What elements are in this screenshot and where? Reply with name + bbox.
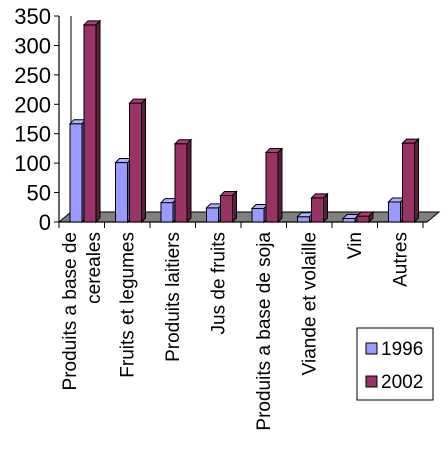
bars bbox=[68, 19, 420, 224]
bar-front bbox=[402, 142, 415, 223]
category-label: Produits laitiers bbox=[163, 232, 184, 362]
category-label: cereales bbox=[84, 232, 105, 304]
bar-side bbox=[232, 190, 237, 224]
legend-box bbox=[356, 327, 434, 401]
bar-front bbox=[342, 217, 356, 223]
bar bbox=[128, 97, 147, 224]
category-labels: Produits a base de cereales Fruits et legu… bbox=[60, 232, 412, 431]
bar-side bbox=[414, 137, 419, 224]
bar-front bbox=[297, 216, 310, 223]
legend-swatch bbox=[365, 342, 378, 355]
axes: 0 50 100 150 200 250 300 350 bbox=[14, 4, 427, 235]
bar bbox=[310, 192, 329, 224]
bar-front bbox=[69, 123, 83, 223]
bar bbox=[219, 190, 238, 224]
category-label: Autres bbox=[390, 232, 411, 287]
bar bbox=[173, 138, 193, 224]
y-tick-label: 300 bbox=[14, 33, 51, 58]
bar-side bbox=[277, 147, 283, 224]
bar bbox=[82, 19, 102, 224]
bar bbox=[264, 147, 284, 224]
category-label: Produits a base de bbox=[60, 232, 81, 390]
category-label: Jus de fruits bbox=[208, 232, 229, 334]
bar-front bbox=[388, 201, 401, 223]
bar bbox=[250, 203, 270, 224]
category-label: Fruits et legumes bbox=[117, 232, 138, 378]
bar-front bbox=[83, 24, 97, 223]
category-label: Vin bbox=[345, 232, 366, 259]
y-tick-label: 0 bbox=[39, 210, 51, 235]
bar-front bbox=[174, 143, 188, 223]
bar-side bbox=[95, 19, 101, 224]
bar-front bbox=[311, 197, 324, 223]
y-tick-label: 350 bbox=[14, 4, 51, 29]
bar-front bbox=[115, 162, 128, 223]
legend-swatch bbox=[365, 375, 378, 388]
bar bbox=[401, 137, 420, 224]
bar bbox=[355, 210, 375, 224]
category-label: Produits a base de soja bbox=[254, 232, 275, 431]
bar-front bbox=[160, 202, 174, 223]
legend: 1996 2002 bbox=[356, 327, 434, 401]
bar-side bbox=[141, 97, 146, 224]
bar-side bbox=[368, 210, 374, 224]
bar-side bbox=[186, 138, 192, 224]
y-tick-label: 250 bbox=[14, 63, 51, 88]
bar-front bbox=[356, 215, 370, 223]
bar-front bbox=[251, 207, 265, 223]
bar-front bbox=[206, 207, 219, 223]
bar-front bbox=[220, 195, 233, 223]
category-label: Viande et volaille bbox=[299, 232, 320, 375]
bar-front bbox=[129, 102, 142, 223]
bar-front bbox=[265, 152, 279, 223]
legend-label: 2002 bbox=[381, 372, 423, 393]
y-tick-label: 50 bbox=[27, 181, 51, 206]
y-tick-label: 200 bbox=[14, 92, 51, 117]
y-tick-label: 150 bbox=[14, 122, 51, 147]
bar-side bbox=[323, 192, 328, 224]
y-tick-label: 100 bbox=[14, 151, 51, 176]
legend-label: 1996 bbox=[381, 339, 423, 360]
